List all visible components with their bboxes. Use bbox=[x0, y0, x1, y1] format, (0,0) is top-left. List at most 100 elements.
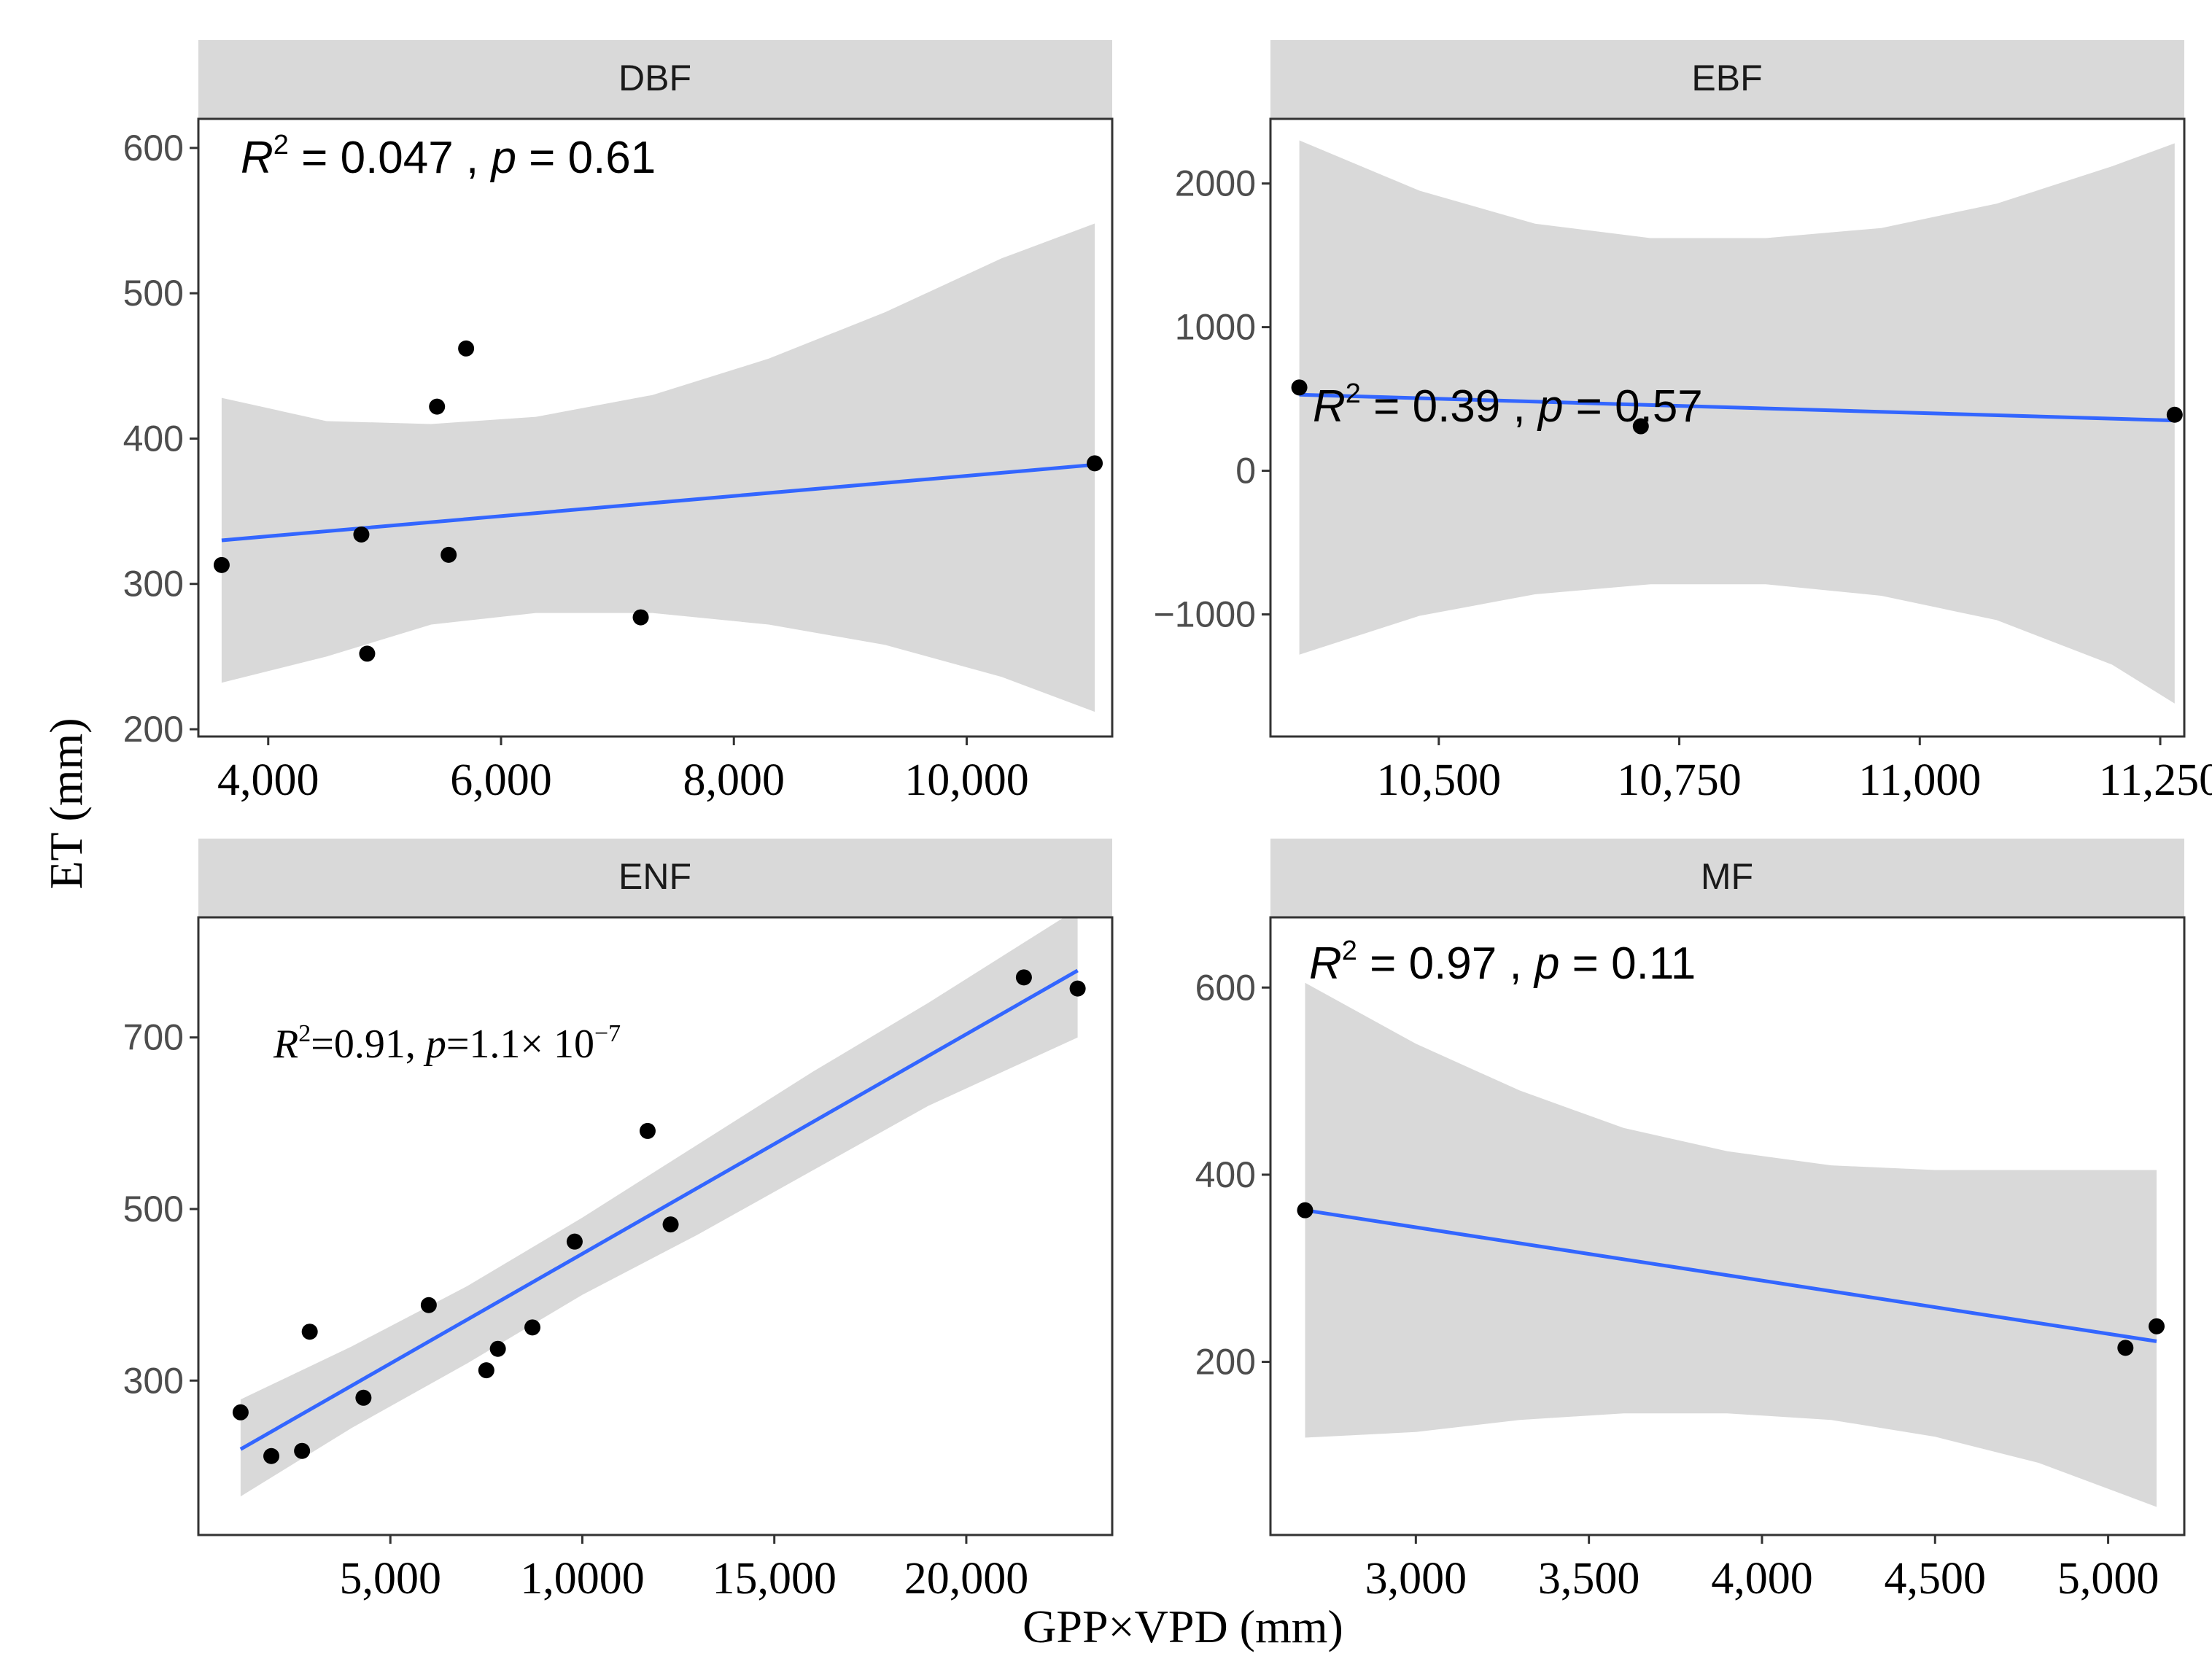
x-tick-label: 5,000 bbox=[2057, 1554, 2159, 1604]
strip-background bbox=[198, 839, 1112, 917]
data-point bbox=[213, 556, 230, 573]
data-point bbox=[1297, 1202, 1313, 1219]
data-point bbox=[1015, 969, 1032, 986]
plot-frame bbox=[1269, 916, 2186, 1536]
y-tick-label: 700 bbox=[123, 1017, 184, 1058]
r2-value: 0.91 bbox=[334, 1022, 405, 1067]
plot-frame bbox=[1269, 117, 2186, 738]
confidence-band bbox=[1299, 140, 2175, 704]
strip-label: MF bbox=[1701, 856, 1753, 897]
y-tick-label: −1000 bbox=[1154, 594, 1256, 635]
confidence-band bbox=[221, 223, 1095, 712]
x-tick-label: 4,000 bbox=[217, 755, 319, 805]
data-point bbox=[1632, 418, 1649, 435]
p-value: 0.57 bbox=[1615, 381, 1703, 432]
y-tick-label: 1000 bbox=[1175, 307, 1256, 348]
y-tick-label: 600 bbox=[123, 128, 184, 168]
plot-frame bbox=[197, 117, 1114, 738]
data-point bbox=[639, 1122, 656, 1139]
r2-value: 0.97 bbox=[1409, 938, 1497, 989]
panel-dbf: DBF 200 300 400 500 600 4,000 6,000 8,000 10,00… bbox=[123, 40, 1114, 805]
data-point bbox=[489, 1340, 506, 1357]
x-tick-label: 10,750 bbox=[1617, 755, 1742, 805]
y-tick-label: 2000 bbox=[1175, 163, 1256, 204]
x-tick-label: 10,500 bbox=[1377, 755, 1502, 805]
y-tick-label: 400 bbox=[123, 418, 184, 459]
strip-label: EBF bbox=[1691, 58, 1762, 98]
strip-background bbox=[198, 40, 1112, 119]
data-point bbox=[294, 1442, 311, 1459]
data-point bbox=[359, 645, 376, 662]
y-tick-label: 300 bbox=[123, 1360, 184, 1401]
p-value: 0.11 bbox=[1611, 938, 1696, 989]
data-point bbox=[232, 1404, 249, 1421]
data-point bbox=[2166, 406, 2183, 423]
strip-background bbox=[1270, 839, 2184, 917]
y-axis-title: ET (mm) bbox=[40, 718, 92, 889]
x-tick-label: 11,250 bbox=[2099, 755, 2212, 805]
data-point bbox=[2149, 1318, 2165, 1334]
p-mantissa: 1.1 bbox=[469, 1022, 520, 1067]
x-tick-label: 4,500 bbox=[1885, 1554, 1987, 1604]
confidence-band bbox=[240, 909, 1078, 1497]
stat-annotation: R2 = 0.047 , p = 0.61 bbox=[241, 130, 656, 183]
y-tick-label: 400 bbox=[1195, 1154, 1256, 1195]
confidence-band bbox=[1305, 982, 2157, 1507]
x-tick-label: 15,000 bbox=[712, 1554, 837, 1604]
r2-value: 0.39 bbox=[1413, 381, 1501, 432]
stat-annotation: R2 = 0.39 , p = 0.57 bbox=[1313, 378, 1703, 432]
x-tick-label: 20,000 bbox=[904, 1554, 1029, 1604]
x-axis-title: GPP×VPD (mm) bbox=[1022, 1601, 1343, 1652]
stat-annotation: R2=0.91, p=1.1× 10−7 bbox=[273, 1020, 621, 1067]
x-tick-label: 1,0000 bbox=[520, 1554, 645, 1604]
data-point bbox=[1291, 379, 1308, 396]
data-point bbox=[1069, 980, 1086, 997]
data-point bbox=[1087, 455, 1103, 472]
x-tick-label: 10,000 bbox=[904, 755, 1029, 805]
x-tick-label: 3,000 bbox=[1365, 1554, 1467, 1604]
data-point bbox=[566, 1233, 583, 1250]
y-tick-label: 200 bbox=[123, 709, 184, 750]
data-point bbox=[478, 1362, 494, 1379]
regression-line bbox=[221, 462, 1095, 543]
data-point bbox=[458, 340, 475, 357]
strip-background bbox=[1270, 40, 2184, 119]
x-tick-label: 5,000 bbox=[339, 1554, 441, 1604]
data-point bbox=[263, 1447, 280, 1464]
data-point bbox=[353, 526, 370, 543]
data-point bbox=[429, 398, 446, 415]
data-point bbox=[2117, 1340, 2134, 1356]
panel-ebf: EBF −1000 0 1000 2000 10,500 10,750 11,000 11,… bbox=[1154, 40, 2212, 805]
y-tick-label: 0 bbox=[1235, 451, 1256, 491]
y-tick-label: 200 bbox=[1195, 1342, 1256, 1383]
strip-label: ENF bbox=[618, 856, 691, 897]
y-tick-label: 500 bbox=[123, 273, 184, 314]
panel-mf: MF 200 400 600 3,000 3,500 4,000 4,500 5,000 R… bbox=[1195, 839, 2186, 1604]
regression-line bbox=[1305, 1208, 2157, 1343]
data-point bbox=[301, 1324, 318, 1340]
data-point bbox=[632, 609, 649, 626]
data-point bbox=[355, 1389, 372, 1406]
y-tick-label: 500 bbox=[123, 1189, 184, 1229]
x-tick-label: 11,000 bbox=[1858, 755, 1981, 805]
data-point bbox=[524, 1319, 541, 1336]
p-value: 0.61 bbox=[568, 133, 656, 183]
panel-enf: ENF 300 500 700 5,000 1,0000 15,000 20,000 R2… bbox=[123, 839, 1114, 1604]
data-point bbox=[662, 1216, 679, 1233]
y-tick-label: 600 bbox=[1195, 967, 1256, 1008]
regression-line bbox=[239, 968, 1079, 1451]
data-point bbox=[441, 546, 457, 563]
p-exponent: −7 bbox=[594, 1020, 621, 1047]
plot-frame bbox=[197, 916, 1114, 1536]
stat-annotation: R2 = 0.97 , p = 0.11 bbox=[1309, 936, 1696, 989]
data-point bbox=[420, 1297, 437, 1313]
x-tick-label: 3,500 bbox=[1538, 1554, 1640, 1604]
r2-value: 0.047 bbox=[341, 133, 454, 183]
x-tick-label: 4,000 bbox=[1711, 1554, 1813, 1604]
regression-line bbox=[1299, 392, 2175, 423]
x-tick-label: 6,000 bbox=[450, 755, 552, 805]
y-tick-label: 300 bbox=[123, 564, 184, 605]
x-tick-label: 8,000 bbox=[683, 755, 785, 805]
strip-label: DBF bbox=[618, 58, 691, 98]
